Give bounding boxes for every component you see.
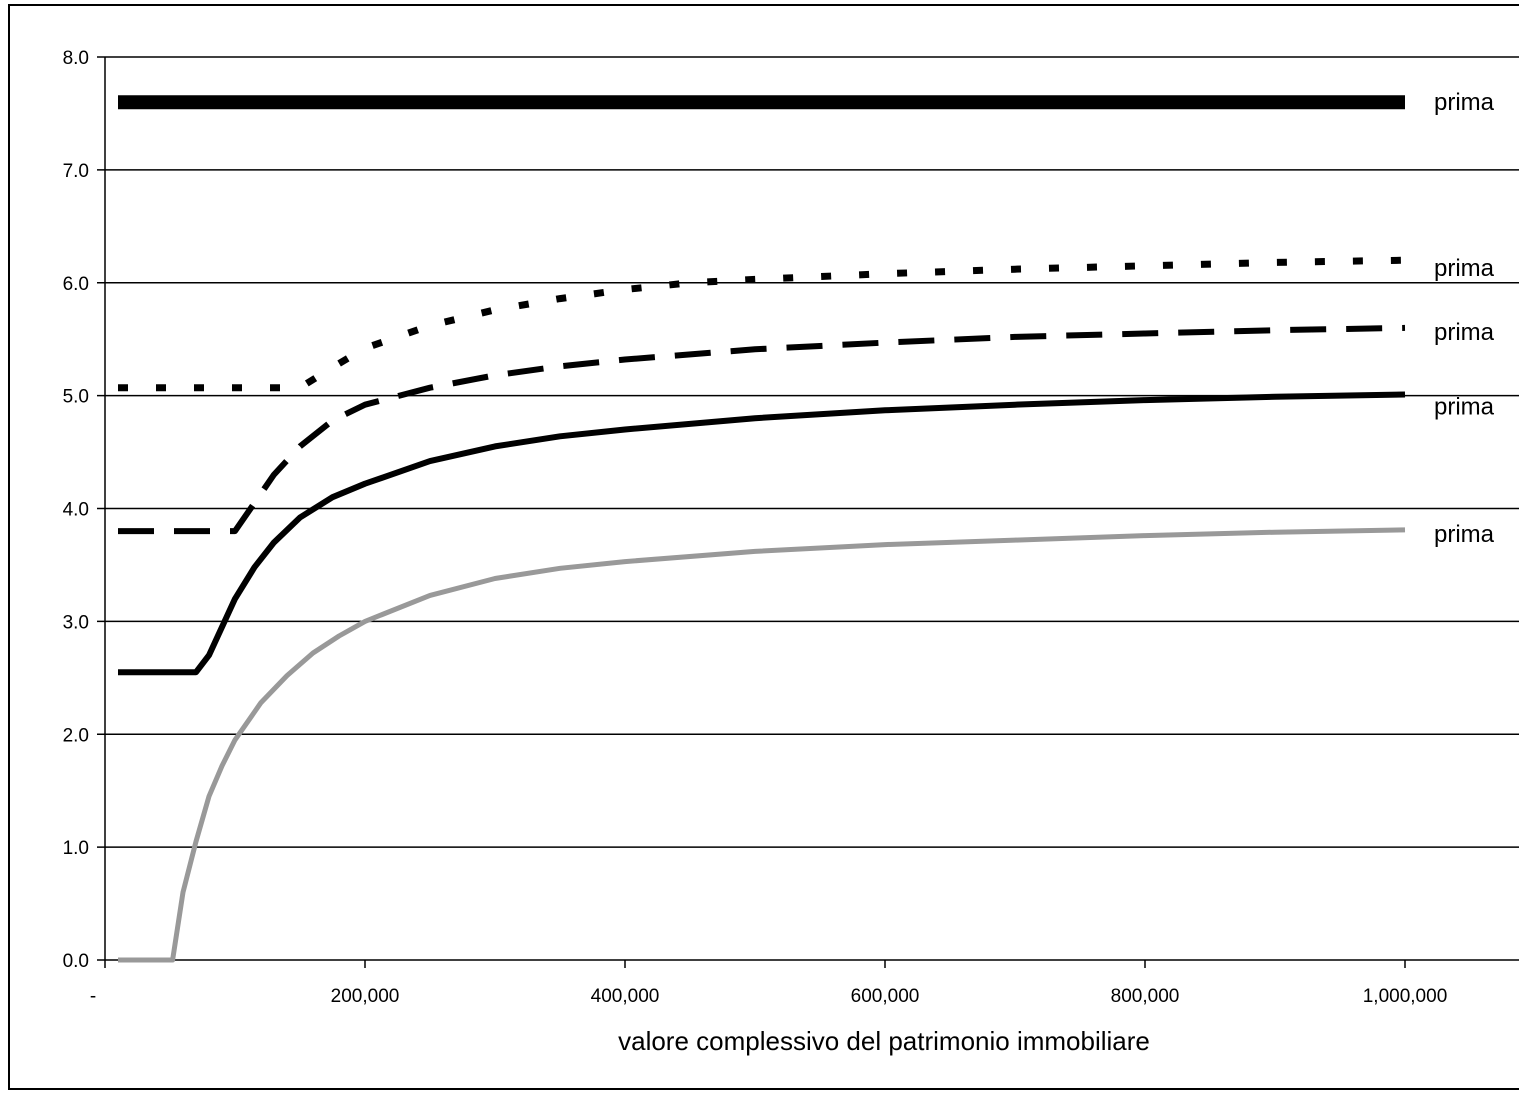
y-tick-label: 4.0: [63, 500, 89, 521]
y-tick-label: 5.0: [63, 387, 89, 408]
series-line-dotted: [118, 256, 1406, 392]
y-tick-label: 3.0: [63, 612, 89, 633]
y-tick-label: 7.0: [63, 161, 89, 182]
y-tick-label: 6.0: [63, 274, 89, 295]
series-labels: prima prima prima prima prima: [1434, 89, 1495, 548]
x-tick-label: 600,000: [851, 986, 920, 1007]
chart-frame: [8, 4, 1519, 1090]
series-label: prima: [1434, 255, 1495, 282]
series-line-solid: [118, 391, 1406, 676]
series-label: prima: [1434, 319, 1495, 346]
x-tick-label: 1,000,000: [1363, 986, 1448, 1007]
x-tick-label: 400,000: [591, 986, 660, 1007]
series-label: prima: [1434, 521, 1495, 548]
series-lines: [118, 95, 1406, 963]
y-tick-label: 1.0: [63, 838, 89, 859]
y-tick-label: 8.0: [63, 48, 89, 69]
series-line-gray-solid: [118, 527, 1406, 963]
series-label: prima: [1434, 393, 1495, 420]
y-tick-label: 0.0: [63, 951, 89, 972]
series-line-dashed: [118, 324, 1406, 535]
y-tick-label: 2.0: [63, 725, 89, 746]
x-axis-label: valore complessivo del patrimonio immobi…: [618, 1026, 1150, 1056]
axes: 0.0 1.0 2.0 3.0 4.0 5.0 6.0 7.0 8.0 - 200,000 400,0…: [63, 48, 1519, 1007]
x-tick-label: 800,000: [1111, 986, 1180, 1007]
x-tick-label: 200,000: [331, 986, 400, 1007]
gridlines: [105, 56, 1519, 848]
series-label: prima: [1434, 89, 1495, 116]
x-tick-label: -: [90, 986, 96, 1007]
